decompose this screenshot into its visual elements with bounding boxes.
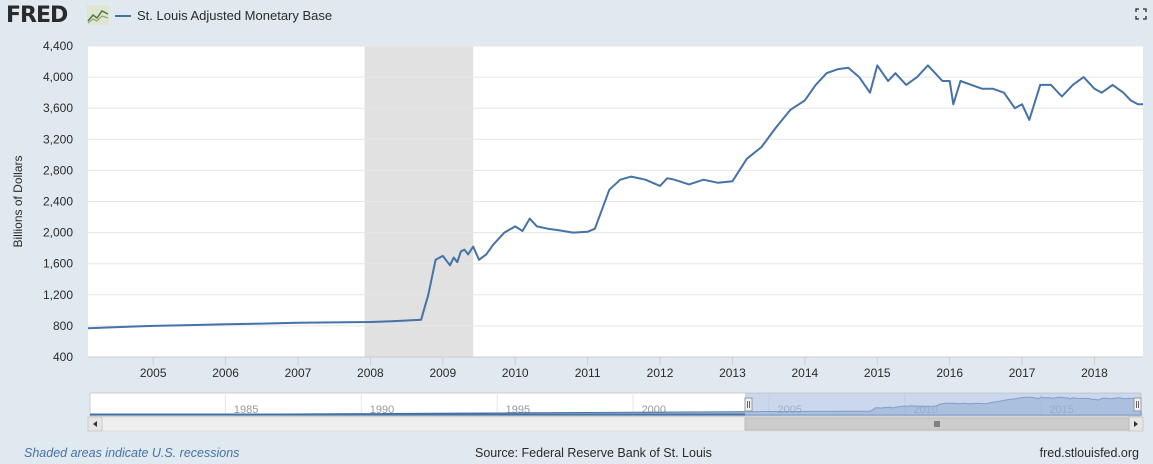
legend-label: St. Louis Adjusted Monetary Base (137, 8, 333, 23)
source-note: Source: Federal Reserve Bank of St. Loui… (475, 446, 712, 460)
x-tick-label: 2005 (140, 366, 167, 380)
y-tick-label: 4,400 (43, 39, 73, 53)
navigator-label: 1985 (234, 404, 258, 416)
y-tick-label: 3,600 (43, 101, 73, 115)
legend: St. Louis Adjusted Monetary Base (115, 8, 332, 23)
fred-logo[interactable]: FRED (6, 3, 68, 28)
y-tick-label: 1,200 (43, 288, 73, 302)
scroll-left-arrow-icon (93, 421, 97, 427)
x-tick-label: 2013 (719, 366, 746, 380)
x-tick-label: 2006 (212, 366, 239, 380)
y-tick-label: 2,000 (43, 226, 73, 240)
fred-graph-icon (87, 5, 109, 25)
x-tick-label: 2016 (936, 366, 963, 380)
recession-note[interactable]: Shaded areas indicate U.S. recessions (24, 446, 240, 460)
site-url[interactable]: fred.stlouisfed.org (1039, 446, 1139, 460)
x-tick-label: 2018 (1081, 366, 1108, 380)
navigator-right-handle[interactable] (1133, 397, 1142, 412)
x-tick-label: 2010 (502, 366, 529, 380)
y-tick-label: 800 (53, 319, 73, 333)
x-tick-label: 2012 (647, 366, 674, 380)
x-tick-label: 2017 (1009, 366, 1036, 380)
navigator-left-handle[interactable] (744, 397, 753, 412)
y-tick-label: 4,000 (43, 70, 73, 84)
y-tick-label: 400 (53, 350, 73, 364)
x-tick-label: 2015 (864, 366, 891, 380)
chart-header: FRED St. Louis Adjusted Monetary Base (0, 0, 1153, 36)
scroll-right-arrow-icon (1134, 421, 1138, 427)
y-tick-label: 3,200 (43, 132, 73, 146)
x-tick-label: 2007 (285, 366, 312, 380)
navigator-selection[interactable] (745, 393, 1141, 416)
legend-swatch (115, 14, 131, 17)
y-tick-label: 1,600 (43, 257, 73, 271)
x-tick-label: 2014 (791, 366, 818, 380)
y-tick-label: 2,800 (43, 163, 73, 177)
series-line (87, 64, 1143, 330)
line-chart: 400 800 1,200 1,600 2,000 2,400 2,800 3,200 3,60… (11, 39, 1144, 432)
fullscreen-icon[interactable] (1135, 8, 1147, 20)
x-tick-label: 2011 (575, 366, 601, 380)
y-axis-label: Billions of Dollars (11, 155, 25, 247)
y-tick-label: 2,400 (43, 195, 73, 209)
x-tick-label: 2009 (429, 366, 456, 380)
x-tick-label: 2008 (357, 366, 384, 380)
